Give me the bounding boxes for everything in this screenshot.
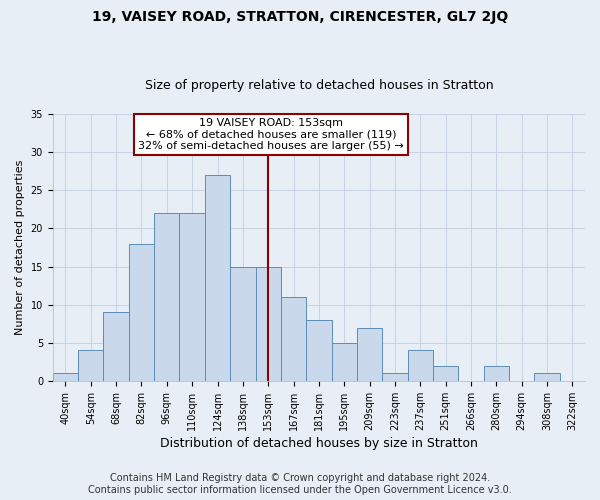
Bar [281,297,306,381]
Title: Size of property relative to detached houses in Stratton: Size of property relative to detached ho… [145,79,493,92]
Bar [535,374,560,381]
Bar [154,213,179,381]
X-axis label: Distribution of detached houses by size in Stratton: Distribution of detached houses by size … [160,437,478,450]
Bar [382,374,407,381]
Bar [407,350,433,381]
Text: 19 VAISEY ROAD: 153sqm
← 68% of detached houses are smaller (119)
32% of semi-de: 19 VAISEY ROAD: 153sqm ← 68% of detached… [138,118,404,151]
Bar [433,366,458,381]
Bar [129,244,154,381]
Bar [53,374,78,381]
Bar [205,175,230,381]
Bar [78,350,103,381]
Bar [484,366,509,381]
Bar [357,328,382,381]
Bar [230,266,256,381]
Text: Contains HM Land Registry data © Crown copyright and database right 2024.
Contai: Contains HM Land Registry data © Crown c… [88,474,512,495]
Y-axis label: Number of detached properties: Number of detached properties [15,160,25,335]
Bar [179,213,205,381]
Text: 19, VAISEY ROAD, STRATTON, CIRENCESTER, GL7 2JQ: 19, VAISEY ROAD, STRATTON, CIRENCESTER, … [92,10,508,24]
Bar [256,266,281,381]
Bar [306,320,332,381]
Bar [332,343,357,381]
Bar [103,312,129,381]
